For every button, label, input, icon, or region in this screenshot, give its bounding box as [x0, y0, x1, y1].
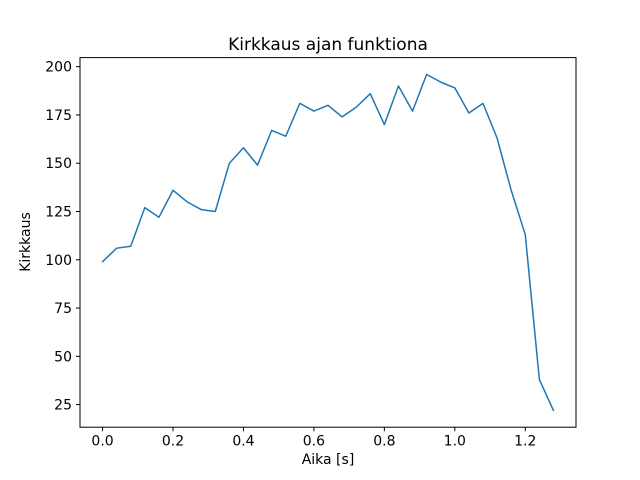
- chart-title: Kirkkaus ajan funktiona: [228, 35, 428, 55]
- y-tick-label: 150: [45, 156, 72, 172]
- data-layer: [101, 73, 555, 412]
- x-tick-label: 0.0: [91, 434, 113, 450]
- y-tick-label: 25: [54, 398, 72, 414]
- y-tick-label: 200: [45, 60, 72, 76]
- y-axis-label: Kirkkaus: [18, 212, 34, 272]
- x-tick-label: 0.4: [232, 434, 254, 450]
- x-tick-label: 0.2: [162, 434, 184, 450]
- y-tick-label: 175: [45, 108, 72, 124]
- plot-spines: [79, 57, 577, 428]
- y-tick-label: 75: [54, 301, 72, 317]
- x-axis-label: Aika [s]: [302, 452, 355, 468]
- y-tick-label: 125: [45, 205, 72, 221]
- x-tick-label: 0.8: [373, 434, 395, 450]
- axes-layer: 0.0 0.2 0.4 0.6 0.8 1.0 1.2 25 50 75 100 125 150 175 2…: [45, 57, 577, 450]
- data-line: [101, 73, 555, 412]
- x-tick-label: 1.2: [514, 434, 536, 450]
- x-tick-label: 1.0: [444, 434, 466, 450]
- y-tick-label: 50: [54, 349, 72, 365]
- x-tick-label: 0.6: [303, 434, 325, 450]
- y-tick-label: 100: [45, 253, 72, 269]
